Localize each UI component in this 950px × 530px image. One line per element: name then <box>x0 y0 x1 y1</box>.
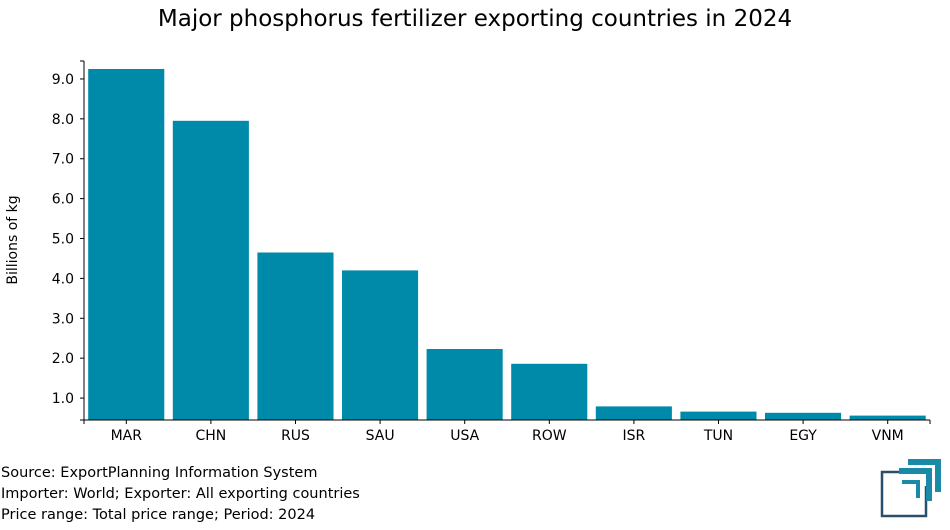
y-tick-label: 6.0 <box>52 192 74 208</box>
export-planning-logo-icon <box>880 459 941 518</box>
axes-group <box>80 60 931 424</box>
bar-isr <box>595 406 672 420</box>
bar-tun <box>680 411 757 420</box>
chart-title: Major phosphorus fertilizer exporting co… <box>157 6 793 32</box>
x-tick-label: MAR <box>111 428 143 444</box>
x-tick-label: VNM <box>872 428 904 444</box>
y-tick-label: 4.0 <box>52 271 74 287</box>
y-tick-label: 5.0 <box>52 232 74 248</box>
bar-sau <box>342 270 419 420</box>
y-axis-label: Billions of kg <box>5 195 21 284</box>
y-tick-label: 3.0 <box>52 311 74 327</box>
x-tick-label: ISR <box>623 428 646 444</box>
bar-egy <box>765 412 842 420</box>
footer-price: Price range: Total price range; Period: … <box>1 507 316 523</box>
y-tick-label: 1.0 <box>52 391 74 407</box>
x-tick-label: SAU <box>366 428 395 444</box>
bar-mar <box>88 69 165 420</box>
y-axis-ticks: 1.0 2.0 3.0 4.0 5.0 6.0 7.0 8.0 9.0 <box>52 72 84 407</box>
y-tick-label: 7.0 <box>52 152 74 168</box>
x-tick-label: TUN <box>703 428 733 444</box>
bar-usa <box>426 349 503 420</box>
bar-vnm <box>849 415 926 420</box>
x-tick-label: RUS <box>281 428 310 444</box>
x-axis-ticks: MAR CHN RUS SAU USA ROW ISR TUN EGY VNM <box>111 420 904 444</box>
y-tick-label: 2.0 <box>52 351 74 367</box>
x-tick-label: CHN <box>196 428 227 444</box>
bar-chn <box>172 120 249 421</box>
bars-group <box>88 69 926 421</box>
y-tick-label: 8.0 <box>52 112 74 128</box>
footer-importer: Importer: World; Exporter: All exporting… <box>1 486 360 502</box>
footer-source: Source: ExportPlanning Information Syste… <box>1 465 318 481</box>
x-tick-label: EGY <box>789 428 817 444</box>
bar-row <box>511 363 588 420</box>
x-tick-label: ROW <box>532 428 567 444</box>
y-tick-label: 9.0 <box>52 72 74 88</box>
x-tick-label: USA <box>450 428 479 444</box>
bar-rus <box>257 252 334 420</box>
